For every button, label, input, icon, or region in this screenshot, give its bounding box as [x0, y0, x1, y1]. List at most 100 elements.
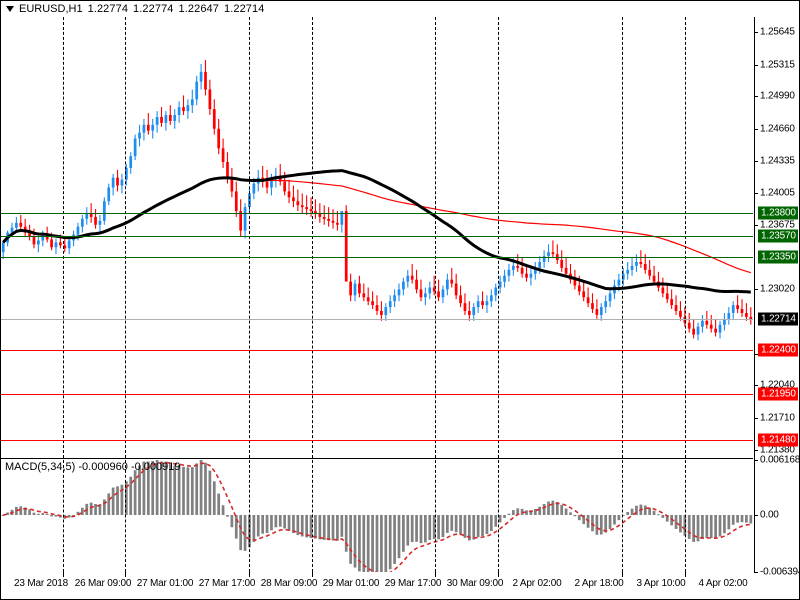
candle-body [358, 283, 361, 294]
macd-tick-label: -0.006394 [760, 566, 800, 578]
macd-bar [89, 502, 93, 515]
candle-body [692, 328, 695, 335]
price-tick [754, 64, 758, 66]
macd-bar [142, 461, 146, 515]
macd-bar [111, 487, 115, 515]
macd-indicator-pane[interactable]: MACD(5,34,5) -0.000960 -0.000919 [1, 460, 753, 572]
candle-body [243, 207, 247, 231]
candle-body [221, 148, 225, 163]
macd-bar [54, 514, 58, 517]
candle-body [292, 197, 295, 202]
candle-body [547, 252, 550, 257]
candle-series [1, 60, 753, 341]
macd-bar [410, 514, 414, 543]
macd-bar [692, 514, 695, 542]
macd-bar [573, 514, 577, 517]
time-label: 2 Apr 02:00 [512, 578, 562, 589]
time-tick [435, 572, 436, 577]
macd-bar [547, 501, 550, 515]
price-tag-black: 1.22714 [758, 312, 798, 326]
candle-body [608, 293, 612, 302]
candle-body [28, 232, 31, 237]
macd-bar [173, 465, 177, 515]
candle-body [542, 256, 546, 262]
macd-bar [428, 514, 432, 540]
time-tick [312, 572, 313, 577]
macd-bar [481, 514, 484, 537]
macd-bar [318, 514, 322, 540]
candle-body [59, 242, 62, 246]
price-tick [754, 160, 758, 162]
macd-bar [274, 514, 278, 528]
macd-bar [349, 514, 352, 564]
macd-bar [151, 461, 155, 515]
candle-body [76, 226, 80, 235]
macd-bar [15, 506, 18, 515]
candle-body [111, 177, 115, 188]
candle-body [186, 105, 190, 112]
macd-bar [613, 514, 616, 525]
price-tick-label: 1.24005 [760, 187, 795, 199]
candle-body [305, 207, 309, 210]
candle-body [217, 128, 221, 149]
candle-body [402, 281, 405, 290]
macd-bar [630, 508, 634, 515]
candle-body [705, 320, 709, 325]
level-line-red [1, 350, 753, 352]
candle-body [142, 124, 146, 133]
macd-bar [300, 514, 304, 537]
price-tag-red: 1.22400 [758, 343, 798, 357]
macd-bar [397, 514, 401, 559]
time-scale[interactable]: 23 Mar 2018 26 Mar 09:00 27 Mar 01:00 27 Ma… [1, 572, 753, 599]
macd-bar [595, 514, 599, 535]
price-tick-label: 1.23020 [760, 283, 795, 295]
candle-body [701, 320, 704, 327]
macd-bar [450, 514, 454, 531]
price-tick-label: 1.21380 [760, 444, 795, 456]
candle-body [204, 71, 207, 90]
candle-body [309, 209, 313, 212]
candle-body [459, 295, 462, 304]
macd-bar [582, 514, 586, 525]
macd-bar [445, 514, 449, 533]
macd-bar [701, 514, 704, 540]
macd-bar [731, 514, 735, 525]
candle-body [718, 324, 722, 333]
macd-bar [507, 513, 511, 515]
candle-body [723, 318, 726, 325]
candle-body [37, 240, 40, 245]
candle-body [331, 220, 335, 223]
macd-bar [424, 514, 427, 543]
price-tick-label: 1.23675 [760, 219, 795, 231]
price-tick-label: 1.24335 [760, 155, 795, 167]
macd-bar [511, 510, 515, 515]
candle-body [107, 187, 111, 202]
macd-bar [309, 514, 313, 539]
macd-bar [204, 462, 207, 515]
candle-body [599, 307, 603, 315]
macd-bar [160, 461, 163, 515]
macd-bar [604, 514, 608, 533]
macd-bar [208, 470, 212, 515]
candle-body [173, 115, 177, 121]
macd-bar [608, 514, 612, 530]
triangle-down-icon[interactable] [6, 6, 14, 12]
price-scale[interactable]: 1.25645 1.25315 1.24990 1.24660 1.24335 1.240… [754, 17, 800, 578]
candle-body [278, 175, 282, 182]
macd-name: MACD(5,34,5) [5, 461, 76, 473]
macd-bar [353, 514, 357, 568]
price-tag-red: 1.21480 [758, 433, 798, 447]
macd-bar [155, 460, 159, 515]
candle-body [749, 316, 753, 320]
macd-bar [657, 514, 660, 516]
time-label: 4 Apr 02:00 [698, 578, 748, 589]
candle-body [146, 124, 150, 131]
candle-body [116, 177, 119, 186]
price-chart-pane[interactable] [1, 17, 753, 458]
macd-bar [485, 514, 489, 535]
macd-bar [516, 508, 520, 515]
macd-bar [212, 481, 216, 515]
symbol-info-bar: EURUSD,H1 1.22774 1.22774 1.22647 1.2271… [2, 2, 269, 16]
macd-bar [168, 464, 172, 515]
macd-bar [287, 514, 291, 531]
